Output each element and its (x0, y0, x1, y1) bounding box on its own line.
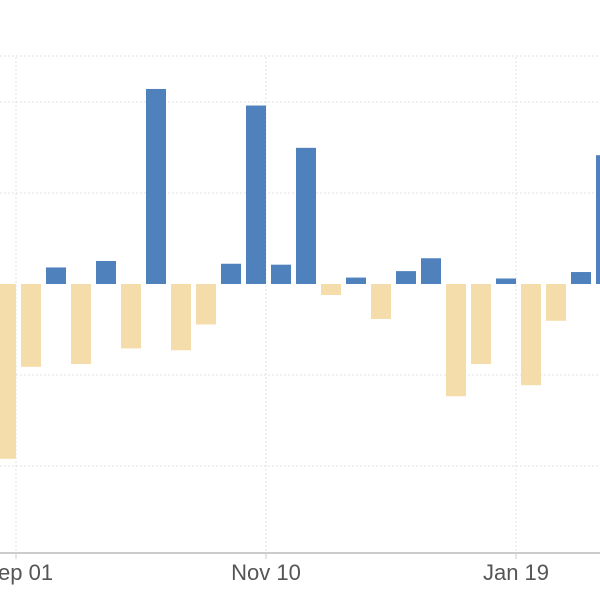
bar-negative (171, 284, 191, 351)
bar-positive (571, 272, 591, 284)
bar-positive (146, 88, 166, 285)
bar-negative (71, 284, 91, 365)
bar-negative (321, 284, 341, 296)
bar-positive (396, 271, 416, 284)
bar-positive (421, 258, 441, 284)
x-tick-label: ep 01 (0, 560, 53, 585)
x-tick-label: Jan 19 (483, 560, 549, 585)
bar-positive (221, 263, 241, 284)
bars (0, 88, 600, 459)
bar-negative (121, 284, 141, 349)
bar-negative (446, 284, 466, 397)
bar-positive (346, 277, 366, 284)
bar-positive (496, 278, 516, 284)
bar-negative (0, 284, 16, 459)
bar-negative (546, 284, 566, 321)
bar-negative (471, 284, 491, 365)
bar-positive (296, 147, 316, 284)
bar-positive (46, 267, 66, 284)
bar-negative (521, 284, 541, 386)
bar-negative (371, 284, 391, 319)
bar-negative (196, 284, 216, 325)
x-axis-ticks: ep 01 Nov 10 Jan 19 (0, 553, 549, 585)
bar-positive (271, 264, 291, 284)
bar-positive (96, 261, 116, 284)
bar-positive (596, 155, 600, 284)
bar-negative (21, 284, 41, 367)
x-tick-label: Nov 10 (231, 560, 301, 585)
bar-positive (246, 105, 266, 285)
